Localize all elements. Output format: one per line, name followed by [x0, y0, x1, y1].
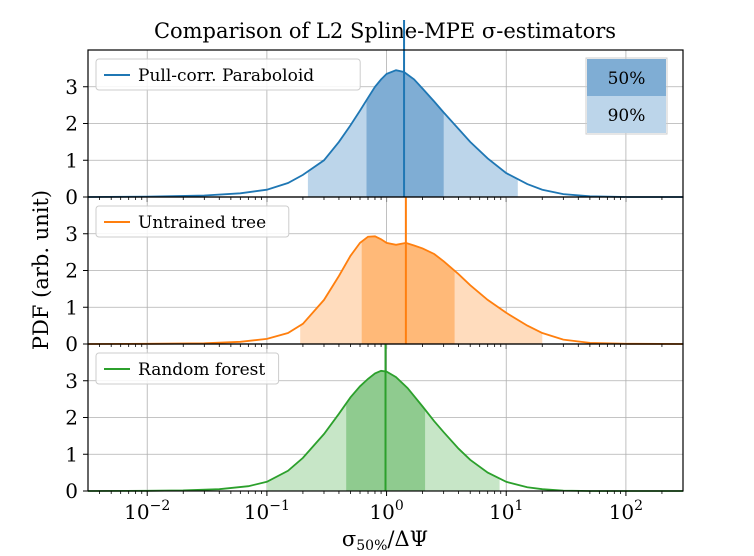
y-tick-label: 2 — [65, 112, 78, 136]
pdf-curve — [87, 369, 683, 492]
legend-label: Random forest — [138, 360, 265, 380]
y-tick-label: 0 — [65, 479, 78, 503]
legend-box — [95, 58, 361, 91]
y-axis-label: PDF (arb. unit) — [29, 190, 53, 350]
band-50 — [366, 70, 444, 197]
x-tick-label: 10−1 — [244, 498, 290, 524]
legend-0: Pull-corr. Paraboloid — [95, 58, 361, 91]
legend-label: Pull-corr. Paraboloid — [138, 66, 314, 86]
panel-0: 0 1 2 3 Pull-corr. Paraboloid 50% 90% — [65, 20, 684, 209]
y-tick-label: 3 — [65, 222, 78, 246]
legend-1: Untrained tree — [95, 205, 290, 238]
y-tick-label: 1 — [65, 148, 78, 172]
y-tick-label: 3 — [65, 369, 78, 393]
pdf-curve — [87, 235, 684, 345]
band-legend-frame — [585, 57, 668, 135]
legend-box — [95, 205, 290, 238]
y-tick-label: 1 — [65, 295, 78, 319]
band-50 — [361, 236, 455, 344]
band-legend-90-label: 90% — [608, 106, 646, 126]
chart-title: Comparison of L2 Spline-MPE σ-estimators — [154, 19, 616, 43]
y-tick-label: 3 — [65, 75, 78, 99]
legend-2: Random forest — [95, 352, 280, 385]
x-axis-label-sub: 50% — [356, 538, 387, 554]
legend-label: Untrained tree — [138, 213, 266, 233]
band-legend-50-swatch — [587, 59, 666, 96]
y-tick-label: 1 — [65, 442, 78, 466]
y-tick-label: 2 — [65, 406, 78, 430]
x-tick-label: 10−2 — [124, 498, 170, 524]
pdf-curve — [87, 69, 683, 198]
x-axis-label-main: σ — [342, 527, 356, 551]
y-tick-label: 0 — [65, 185, 78, 209]
band-legend-50-label: 50% — [608, 69, 646, 89]
x-tick-label: 100 — [369, 498, 403, 524]
panel-1: 0 1 2 3 Untrained tree — [65, 196, 684, 356]
x-axis-label: σ50%/ΔΨ — [342, 527, 428, 554]
legend-box — [95, 352, 280, 385]
y-tick-label: 0 — [65, 332, 78, 356]
panel-2: 0 1 2 3 Random forest — [65, 343, 684, 503]
panels-group: 0 1 2 3 Pull-corr. Paraboloid 50% 90% 0 1 2 3 Untra… — [65, 20, 684, 503]
x-axis-label-tail: /ΔΨ — [387, 527, 428, 551]
band-legend: 50% 90% — [585, 57, 668, 135]
band-legend-90-swatch — [587, 96, 666, 133]
x-tick-label: 102 — [609, 498, 643, 524]
x-tick-label: 101 — [489, 498, 523, 524]
y-tick-label: 2 — [65, 259, 78, 283]
x-axis-ticks: 10−2 10−1 100 101 102 — [124, 498, 643, 524]
